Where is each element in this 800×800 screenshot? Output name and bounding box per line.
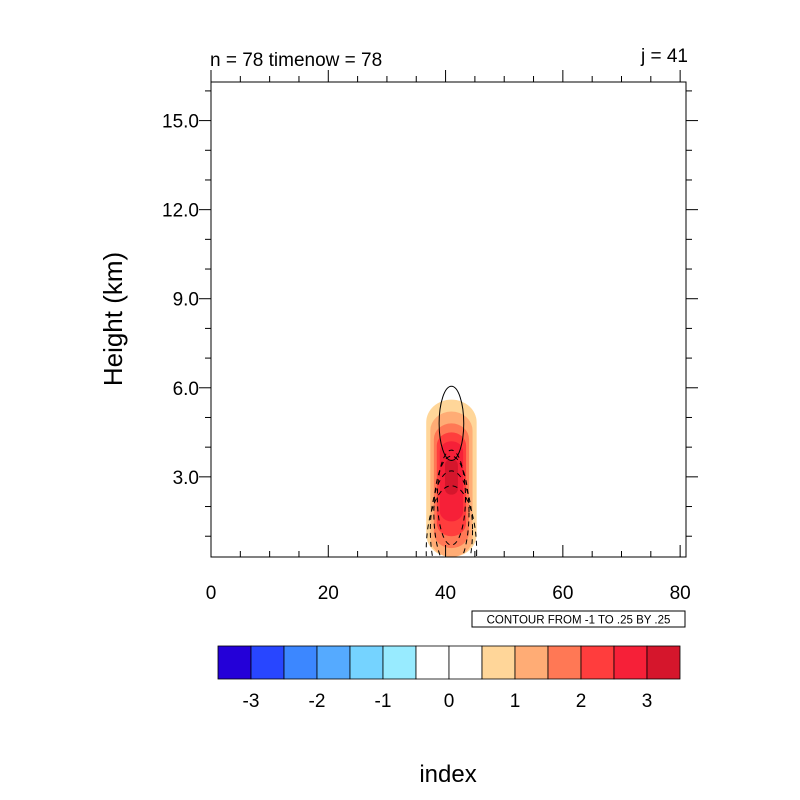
- colorbar-box: [547, 645, 582, 680]
- colorbar-box: [448, 645, 483, 680]
- y-tick-label: 12.0: [162, 201, 199, 222]
- colorbar-label: -2: [309, 691, 326, 712]
- plot-frame: [210, 81, 687, 558]
- x-axis-label: index: [419, 761, 476, 788]
- colorbar-box: [646, 645, 681, 680]
- colorbar-box: [283, 645, 318, 680]
- chart-title-right: j = 41: [640, 46, 688, 67]
- dashed-contour-3: [425, 485, 478, 557]
- y-tick-label: 3.0: [173, 468, 199, 489]
- contour-info-text: CONTOUR FROM -1 TO .25 BY .25: [487, 615, 671, 627]
- colorbar-label: -1: [375, 691, 392, 712]
- y-tick-labels: 3.0 6.0 9.0 12.0 15.0: [162, 112, 199, 489]
- y-tick-label: 6.0: [173, 379, 199, 400]
- axis-ticks: [199, 70, 698, 557]
- shaded-contours: [426, 399, 477, 557]
- x-tick-label: 0: [206, 583, 217, 604]
- contour-info-box: [471, 610, 686, 628]
- x-tick-label: 80: [670, 583, 691, 604]
- colorbar-box: [415, 645, 450, 680]
- dashed-contour-0: [436, 449, 467, 546]
- colorbar: [217, 645, 681, 680]
- y-tick-label: 9.0: [173, 290, 199, 311]
- dashed-contour-2: [429, 470, 474, 557]
- x-tick-label: 60: [552, 583, 573, 604]
- colorbar-box: [316, 645, 351, 680]
- colorbar-label: 3: [642, 691, 653, 712]
- colorbar-label: 2: [576, 691, 587, 712]
- line-contours: [425, 385, 478, 557]
- shaded-level-5: [444, 459, 458, 495]
- x-tick-label: 20: [318, 583, 339, 604]
- colorbar-label: 0: [444, 691, 455, 712]
- colorbar-box: [217, 645, 252, 680]
- chart-title-left: n = 78 timenow = 78: [210, 50, 382, 71]
- x-tick-label: 40: [435, 583, 456, 604]
- x-tick-labels: 0 20 40 60 80: [206, 583, 691, 604]
- colorbar-box: [349, 645, 384, 680]
- colorbar-box: [481, 645, 516, 680]
- y-tick-label: 15.0: [162, 112, 199, 133]
- colorbar-box: [250, 645, 285, 680]
- solid-contour-0: [438, 385, 465, 462]
- y-axis-label: Height (km): [98, 252, 128, 386]
- colorbar-labels: -3 -2 -1 0 1 2 3: [243, 691, 653, 712]
- colorbar-box: [382, 645, 417, 680]
- dashed-contour-1: [433, 455, 470, 557]
- colorbar-label: -3: [243, 691, 260, 712]
- colorbar-box: [580, 645, 615, 680]
- colorbar-label: 1: [510, 691, 521, 712]
- colorbar-box: [514, 645, 549, 680]
- colorbar-box: [613, 645, 648, 680]
